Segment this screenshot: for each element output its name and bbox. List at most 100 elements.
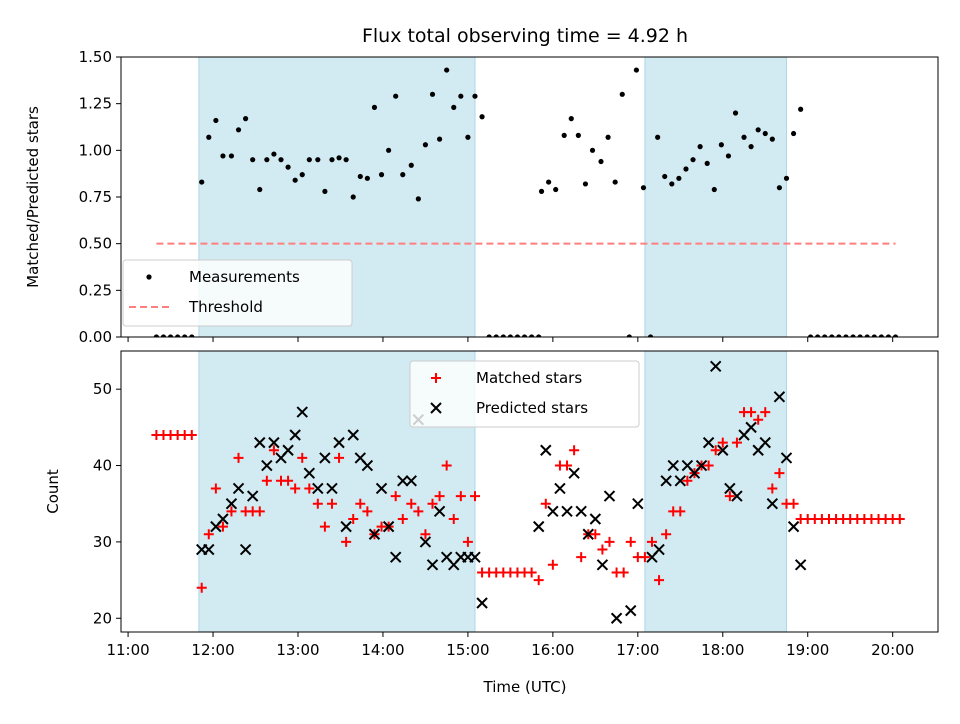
predicted-point: [709, 360, 722, 372]
legend-label: Predicted stars: [476, 399, 588, 417]
predicted-point: [632, 498, 644, 510]
predicted-point: [603, 490, 616, 502]
matched-point: [767, 483, 778, 494]
predicted-point: [426, 559, 439, 571]
matched-point: [682, 475, 693, 486]
predicted-point: [695, 459, 708, 472]
matched-point: [196, 582, 207, 593]
matched-point: [753, 414, 764, 425]
predicted-point: [759, 436, 771, 449]
matched-point: [226, 506, 237, 517]
predicted-point: [375, 482, 388, 495]
measurement-point: [206, 134, 212, 140]
measurement-point: [472, 93, 478, 99]
measurement-point: [783, 175, 790, 181]
predicted-point: [217, 513, 229, 525]
matched-point: [661, 529, 672, 540]
measurement-point: [619, 91, 625, 97]
measurement-point: [815, 334, 821, 337]
measurement-point: [315, 157, 321, 163]
measurement-point: [160, 334, 167, 337]
matched-point: [894, 513, 905, 524]
measurement-point: [493, 334, 499, 337]
measurement-point: [561, 132, 567, 138]
matched-point: [434, 491, 445, 502]
measurement-point: [776, 185, 783, 191]
matched-point: [774, 468, 785, 479]
measurement-point: [322, 188, 328, 194]
measurement-point: [640, 185, 647, 191]
y-tick-label: 1.00: [79, 141, 112, 159]
measurement-point: [400, 172, 406, 178]
predicted-point: [589, 513, 602, 525]
predicted-point: [717, 444, 729, 456]
measurement-point: [292, 177, 298, 183]
matched-point: [526, 567, 537, 578]
matched-point: [348, 513, 359, 524]
measurement-point: [408, 162, 414, 168]
measurement-point: [306, 157, 312, 163]
y-tick-label: 0.75: [79, 188, 112, 206]
x-axis-label: Time (UTC): [483, 678, 567, 696]
predicted-point: [476, 597, 488, 609]
measurement-point: [626, 334, 632, 337]
predicted-point: [268, 436, 280, 449]
predicted-point: [254, 436, 266, 449]
measurement-point: [507, 334, 513, 337]
matched-point: [724, 491, 735, 502]
matched-point: [533, 575, 544, 586]
measurement-point: [538, 188, 545, 194]
matched-point: [788, 498, 799, 509]
predicted-point: [547, 505, 559, 518]
measurement-point: [798, 106, 804, 112]
predicted-point: [660, 475, 672, 487]
legend: Matched stars Predicted stars: [409, 360, 640, 428]
measurement-point: [422, 142, 429, 148]
measurement-point: [769, 136, 775, 142]
matched-point: [703, 460, 714, 471]
matched-point: [746, 407, 757, 418]
predicted-point: [340, 520, 352, 533]
axes-frame: [120, 350, 939, 633]
y-tick-label: 0.00: [79, 328, 112, 346]
predicted-point: [419, 536, 432, 548]
predicted-point: [282, 444, 294, 456]
y-axis-label: Count: [44, 469, 62, 514]
measurement-point: [175, 334, 181, 337]
predicted-point: [731, 490, 743, 502]
measurement-point: [350, 194, 356, 200]
matched-point: [604, 536, 615, 547]
y-tick-label: 30: [93, 533, 112, 551]
measurement-point: [843, 334, 849, 337]
matched-point: [186, 429, 197, 440]
matched-point: [326, 498, 337, 509]
measurement-point: [257, 186, 263, 193]
legend-marker-dot: [146, 274, 152, 280]
matched-point: [540, 498, 551, 509]
measurement-point: [704, 160, 710, 166]
predicted-point: [319, 452, 331, 464]
y-tick-label: 0.25: [79, 281, 112, 299]
predicted-point: [610, 612, 623, 624]
matched-point: [261, 475, 272, 486]
measurement-point: [755, 127, 761, 133]
y-tick-label: 1.25: [79, 95, 112, 113]
matched-point: [731, 437, 742, 448]
measurement-point: [213, 117, 219, 124]
measurement-point: [386, 147, 392, 153]
measurement-point: [514, 334, 521, 337]
matched-point: [413, 506, 424, 517]
measurement-point: [683, 166, 689, 172]
y-tick-label: 40: [93, 457, 112, 475]
measurement-point: [378, 172, 385, 178]
predicted-point: [575, 505, 587, 518]
predicted-point: [389, 551, 402, 563]
legend-box: [122, 259, 353, 327]
measurement-point: [732, 110, 739, 116]
predicted-point: [203, 543, 215, 556]
predicted-point: [289, 429, 301, 441]
predicted-point: [582, 528, 594, 540]
matched-point: [319, 521, 330, 532]
matched-point: [427, 498, 438, 509]
x-tick-label: 18:00: [701, 641, 744, 659]
